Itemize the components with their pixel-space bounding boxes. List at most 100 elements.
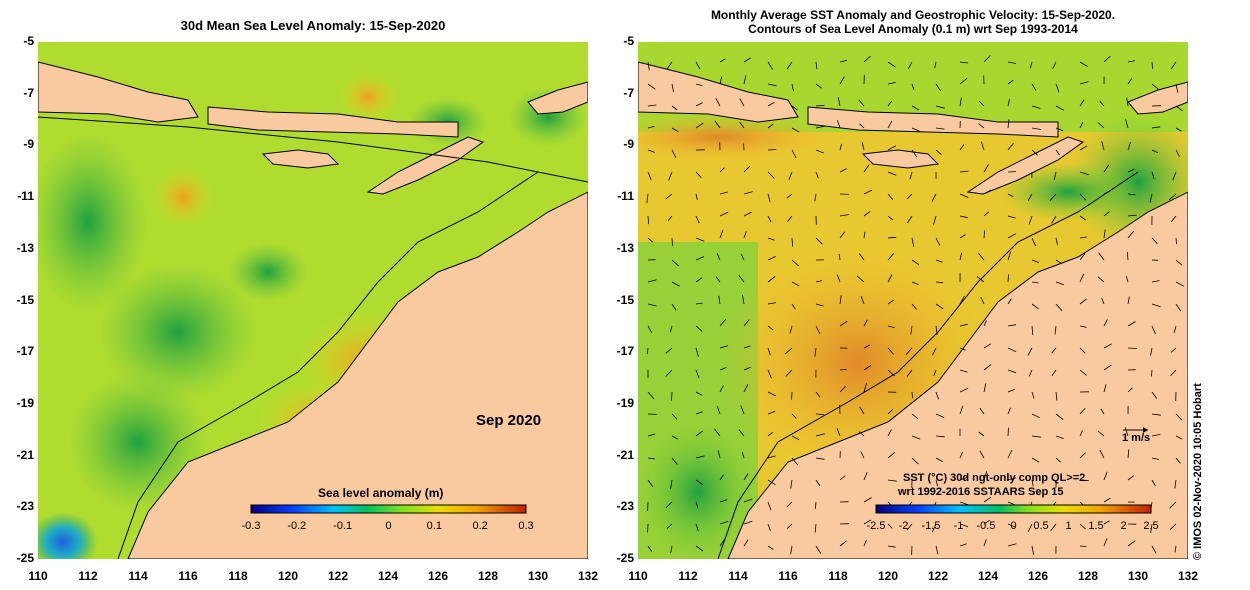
- velocity-arrow: [767, 501, 772, 511]
- y-tick-label: -9: [623, 137, 634, 152]
- velocity-arrow: [1103, 319, 1108, 327]
- velocity-arrow: [767, 171, 775, 179]
- velocity-arrow: [1175, 127, 1182, 132]
- velocity-arrow: [671, 259, 679, 267]
- velocity-arrow: [719, 474, 724, 481]
- velocity-arrow: [647, 279, 657, 283]
- velocity-arrow: [935, 325, 938, 335]
- velocity-arrow: [935, 435, 945, 438]
- velocity-arrow: [1031, 325, 1034, 336]
- velocity-arrow: [959, 347, 966, 351]
- velocity-arrow: [859, 406, 865, 415]
- velocity-arrow: [935, 237, 941, 246]
- velocity-arrow: [741, 451, 745, 459]
- velocity-arrow: [695, 523, 699, 532]
- velocity-arrow: [983, 164, 989, 173]
- velocity-arrow: [1103, 343, 1112, 349]
- velocity-arrow: [839, 59, 847, 63]
- velocity-arrow: [1127, 214, 1137, 217]
- velocity-arrow: [1151, 413, 1161, 416]
- velocity-arrow: [935, 479, 938, 487]
- velocity-arrow: [863, 55, 871, 63]
- velocity-arrow: [858, 99, 865, 107]
- velocity-arrow: [1151, 237, 1158, 245]
- velocity-arrow: [1031, 545, 1034, 555]
- velocity-arrow: [983, 471, 988, 481]
- colorbar-tick-label: -0.3: [241, 520, 261, 532]
- velocity-arrow: [695, 369, 700, 379]
- y-tick-label: -23: [16, 499, 34, 514]
- velocity-arrow: [1127, 78, 1133, 85]
- velocity-arrow: [959, 234, 966, 239]
- colorbar-tick-label: -1: [953, 520, 964, 532]
- velocity-arrow: [906, 523, 913, 531]
- velocity-arrow: [695, 61, 701, 70]
- velocity-arrow: [671, 457, 678, 465]
- velocity-arrow: [815, 125, 825, 129]
- velocity-arrow: [1031, 281, 1039, 284]
- velocity-arrow: [1027, 193, 1033, 202]
- velocity-arrow: [959, 61, 969, 64]
- velocity-arrow: [1007, 233, 1016, 239]
- velocity-arrow: [767, 61, 774, 70]
- velocity-arrow: [1101, 297, 1105, 305]
- velocity-arrow: [1151, 369, 1153, 377]
- velocity-arrow: [1127, 251, 1129, 261]
- velocity-arrow: [1007, 61, 1017, 64]
- velocity-arrow: [671, 149, 677, 158]
- x-tick-label: 114: [128, 569, 148, 583]
- velocity-arrow: [983, 539, 987, 547]
- velocity-arrow: [714, 120, 721, 129]
- velocity-arrow: [959, 501, 969, 506]
- velocity-arrow: [743, 211, 752, 217]
- velocity-arrow: [976, 276, 985, 283]
- velocity-arrow: [1175, 237, 1177, 245]
- velocity-arrow: [1031, 413, 1040, 419]
- velocity-arrow: [767, 523, 771, 532]
- velocity-arrow: [959, 215, 969, 219]
- velocity-arrow: [1055, 303, 1063, 311]
- velocity-arrow: [1151, 457, 1159, 460]
- x-tick-label: 120: [277, 569, 299, 583]
- velocity-arrow: [1126, 97, 1129, 107]
- velocity-arrow: [839, 540, 847, 547]
- sla-colorbar-title: Sea level anomaly (m): [318, 486, 444, 500]
- velocity-arrow: [1124, 427, 1129, 437]
- velocity-arrow: [647, 83, 656, 90]
- x-tick-label: 122: [327, 569, 349, 583]
- velocity-arrow: [911, 413, 919, 420]
- velocity-arrow: [1055, 105, 1064, 111]
- velocity-arrow: [743, 498, 753, 503]
- velocity-arrow: [1079, 236, 1087, 239]
- velocity-arrow: [983, 519, 990, 525]
- velocity-arrow: [739, 98, 745, 107]
- velocity-arrow: [1170, 347, 1177, 353]
- colorbar-tick-label: -2.5: [866, 520, 886, 532]
- velocity-arrow: [959, 405, 964, 415]
- velocity-arrow: [863, 365, 872, 371]
- velocity-arrow: [908, 61, 913, 69]
- velocity-arrow: [983, 364, 992, 371]
- colorbar-tick-label: -0.1: [333, 520, 353, 532]
- x-tick-label: 118: [828, 569, 848, 583]
- velocity-arrow: [1055, 435, 1064, 439]
- velocity-arrow: [1127, 321, 1136, 327]
- velocity-arrow: [719, 385, 724, 393]
- velocity-arrow: [1173, 325, 1177, 334]
- y-tick-label: -13: [16, 240, 34, 255]
- velocity-arrow: [1007, 407, 1011, 415]
- velocity-arrow: [742, 295, 745, 305]
- velocity-arrow: [1079, 369, 1087, 376]
- velocity-arrow: [959, 77, 968, 85]
- velocity-arrow: [789, 325, 793, 334]
- velocity-arrow: [838, 253, 841, 261]
- velocity-arrow: [767, 83, 777, 87]
- velocity-arrow: [791, 281, 800, 287]
- velocity-arrow: [1031, 259, 1040, 263]
- velocity-arrow: [743, 191, 753, 195]
- velocity-arrow: [767, 193, 771, 203]
- velocity-arrow: [791, 259, 799, 267]
- colorbar-tick-label: -2: [898, 520, 909, 532]
- velocity-arrow: [1175, 413, 1183, 421]
- velocity-arrow: [743, 57, 751, 63]
